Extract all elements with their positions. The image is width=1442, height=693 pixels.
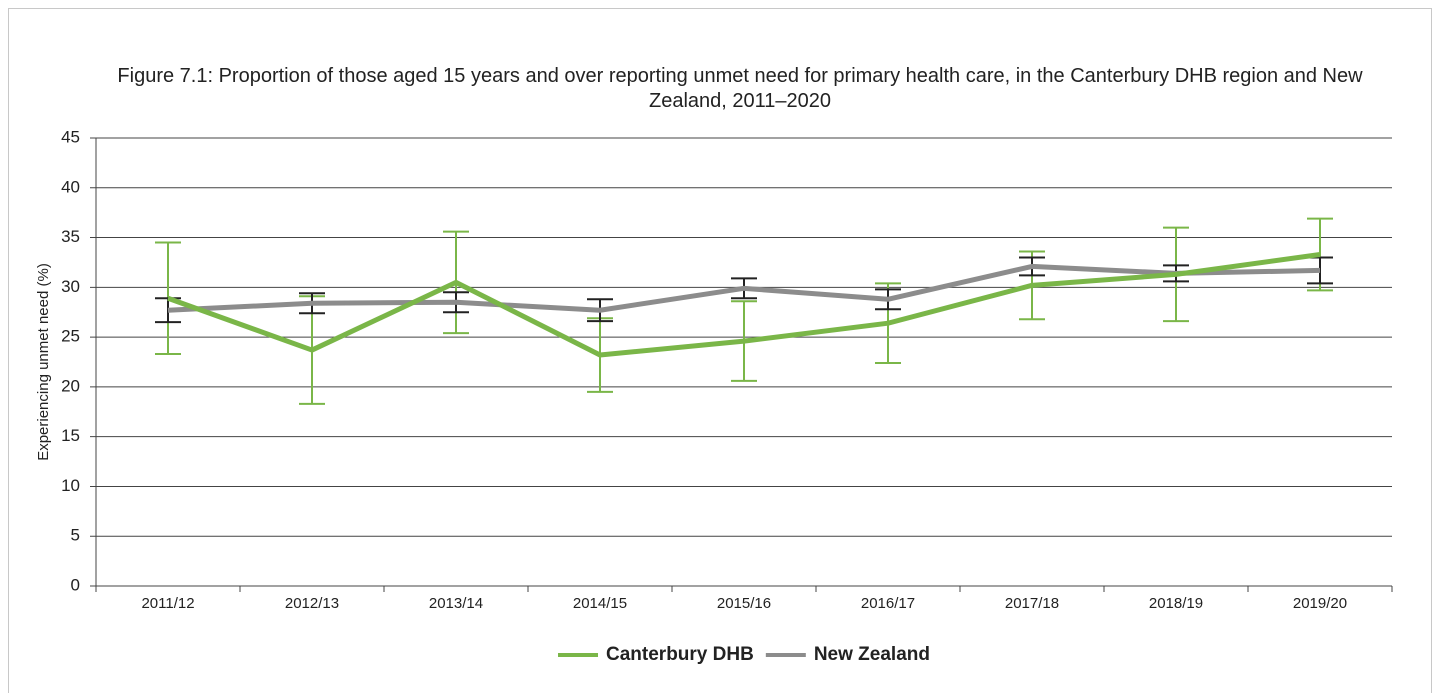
x-tick-label: 2012/13 xyxy=(285,595,339,612)
x-tick-label: 2014/15 xyxy=(573,595,627,612)
y-tick-label: 15 xyxy=(61,426,80,445)
chart-title: Figure 7.1: Proportion of those aged 15 … xyxy=(117,65,1363,112)
y-tick-label: 25 xyxy=(61,327,80,346)
y-axis-label: Experiencing unmet need (%) xyxy=(35,263,52,461)
y-tick-label: 0 xyxy=(71,575,80,594)
x-tick-label: 2019/20 xyxy=(1293,595,1347,612)
y-tick-label: 5 xyxy=(71,526,80,545)
x-tick-label: 2013/14 xyxy=(429,595,483,612)
x-tick-label: 2018/19 xyxy=(1149,595,1203,612)
y-tick-label: 35 xyxy=(61,227,80,246)
y-tick-label: 40 xyxy=(61,177,80,196)
x-tick-label: 2016/17 xyxy=(861,595,915,612)
y-tick-label: 45 xyxy=(61,127,80,146)
frame xyxy=(8,8,1432,693)
legend-label: New Zealand xyxy=(814,644,930,665)
y-tick-label: 20 xyxy=(61,376,80,395)
x-tick-label: 2011/12 xyxy=(141,595,194,612)
x-tick-label: 2015/16 xyxy=(717,595,771,612)
series-line xyxy=(167,263,1321,313)
y-tick-label: 10 xyxy=(61,476,80,495)
legend-label: Canterbury DHB xyxy=(606,644,754,665)
series-line xyxy=(167,252,1321,358)
y-tick-label: 30 xyxy=(61,277,80,296)
x-tick-label: 2017/18 xyxy=(1005,595,1059,612)
